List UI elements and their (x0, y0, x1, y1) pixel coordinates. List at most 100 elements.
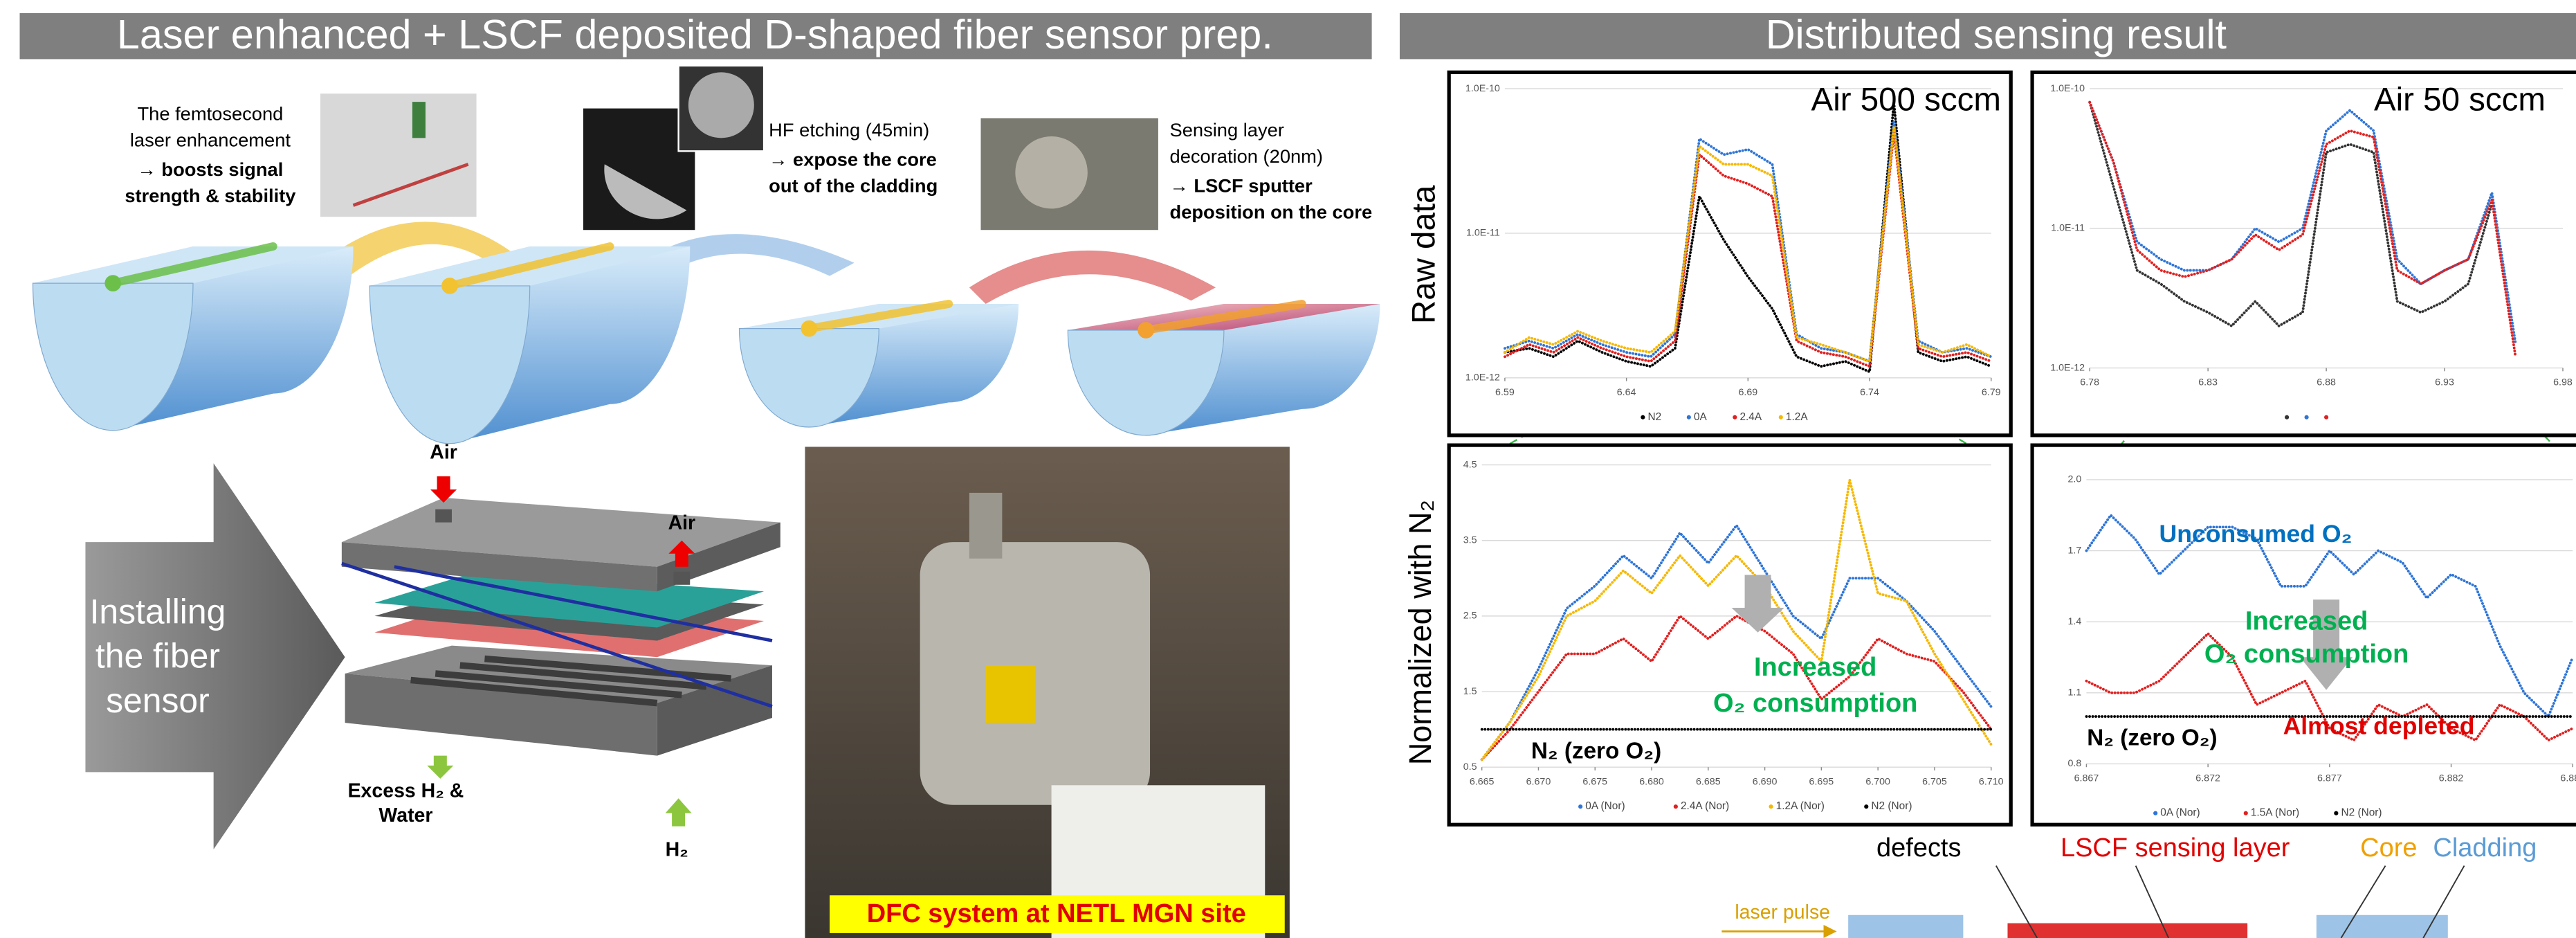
x-tick-label: 6.88 (2317, 377, 2336, 388)
x-tick-label: 6.710 (1979, 776, 2004, 787)
assembly-label: Water (378, 804, 432, 827)
y-tick-label: 0.5 (1463, 761, 1477, 773)
step-text: HF etching (45min) (769, 119, 929, 141)
lscf-layer (2007, 923, 2247, 938)
legend-marker (2305, 415, 2309, 420)
y-tick-label: 1.0E-12 (2050, 362, 2085, 373)
schematic-label: LSCF sensing layer (2061, 833, 2290, 863)
y-tick-label: 1.1 (2068, 687, 2082, 698)
legend-label: 2.4A (Nor) (1681, 800, 1729, 812)
annotation: N₂ (zero O₂) (1531, 739, 1661, 764)
step-result: → LSCF sputter (1170, 175, 1313, 197)
legend-marker (1779, 415, 1783, 420)
chart-title: Air 50 sccm (2374, 82, 2546, 118)
x-tick-label: 6.685 (1696, 776, 1721, 787)
x-tick-label: 6.98 (2553, 377, 2573, 388)
chart-title: Air 500 sccm (1811, 82, 2001, 118)
core-dot (1138, 322, 1154, 339)
core-dot (801, 321, 818, 337)
cladding-block (1848, 915, 1963, 938)
x-tick-label: 6.79 (1982, 387, 2001, 398)
step-result: deposition on the core (1170, 201, 1373, 223)
assembly-label: Air (430, 441, 457, 463)
step-result: → boosts signal (138, 159, 284, 180)
annotation: O₂ consumption (2204, 640, 2409, 669)
legend-label: 1.2A (1786, 411, 1808, 423)
y-tick-label: 0.8 (2068, 758, 2082, 769)
legend-marker (1687, 415, 1691, 420)
x-tick-label: 6.872 (2195, 773, 2220, 784)
y-tick-label: 1.4 (2068, 616, 2082, 627)
x-tick-label: 6.93 (2435, 377, 2454, 388)
step-result: strength & stability (125, 185, 296, 206)
photo-caption: DFC system at NETL MGN site (867, 899, 1246, 928)
x-tick-label: 6.877 (2317, 773, 2342, 784)
x-tick-label: 6.78 (2080, 377, 2099, 388)
legend-marker (2285, 415, 2289, 420)
chart-frame (2032, 72, 2576, 435)
legend-marker (1674, 804, 1678, 809)
legend-label: 0A (Nor) (1585, 800, 1625, 812)
y-tick-label: 2.0 (2068, 474, 2082, 485)
annotation: Unconsumed O₂ (2159, 520, 2353, 548)
row-label: Normalized with N₂ (1403, 500, 1438, 765)
legend-marker (2153, 811, 2157, 815)
sputter-chamber (1015, 136, 1087, 208)
legend-label: N2 (Nor) (2341, 807, 2382, 819)
slide: Laser enhanced + LSCF deposited D-shaped… (0, 0, 2576, 938)
core-dot (441, 278, 458, 294)
process-arrow (969, 251, 1216, 304)
schematic-label: Core (2360, 833, 2417, 863)
sem-inset-core (688, 72, 754, 138)
y-tick-label: 1.0E-11 (1466, 228, 1500, 239)
assembly-label: Excess H₂ & (348, 779, 464, 802)
y-tick-label: 1.7 (2068, 545, 2082, 556)
x-tick-label: 6.690 (1753, 776, 1778, 787)
label-box (986, 665, 1035, 723)
exhaust-arrow (427, 756, 453, 779)
x-tick-label: 6.680 (1639, 776, 1664, 787)
step-text: The femtosecond (137, 102, 283, 124)
annotation: Almost depleted (2283, 712, 2475, 740)
legend-label: N2 (1647, 411, 1661, 423)
laser-head (412, 102, 426, 138)
legend-label: N2 (Nor) (1871, 800, 1912, 812)
page: Laser enhanced + LSCF deposited D-shaped… (0, 0, 2576, 938)
y-tick-label: 4.5 (1463, 459, 1477, 470)
core-dot (104, 275, 121, 291)
chart-frame (1449, 445, 2011, 824)
legend-marker (2334, 811, 2338, 815)
legend-marker (2324, 415, 2328, 420)
x-tick-label: 6.705 (1922, 776, 1947, 787)
install-text: the fiber (95, 637, 220, 676)
legend-marker (1864, 804, 1868, 809)
x-tick-label: 6.69 (1738, 387, 1757, 398)
x-tick-label: 6.64 (1617, 387, 1636, 398)
schematic-label: laser pulse (1735, 901, 1830, 923)
legend-label: 1.5A (Nor) (2251, 807, 2299, 819)
annotation: N₂ (zero O₂) (2087, 725, 2217, 751)
left-title: Laser enhanced + LSCF deposited D-shaped… (117, 11, 1273, 57)
pulse-arrow-head (1824, 925, 1837, 938)
step-result: out of the cladding (769, 175, 938, 197)
schematic-label: Cladding (2433, 833, 2537, 863)
x-tick-label: 6.867 (2074, 773, 2099, 784)
right-title: Distributed sensing result (1766, 11, 2227, 57)
install-text: Installing (90, 593, 226, 631)
annotation: Increased (1754, 653, 1876, 682)
assembly-label: Air (668, 512, 696, 534)
x-tick-label: 6.887 (2560, 773, 2576, 784)
y-tick-label: 1.0E-10 (1465, 83, 1500, 94)
x-tick-label: 6.665 (1470, 776, 1495, 787)
step-result: → expose the core (769, 149, 937, 170)
port (673, 572, 690, 585)
assembly-label: H₂ (666, 839, 688, 861)
x-tick-label: 6.675 (1582, 776, 1607, 787)
step-text: laser enhancement (130, 129, 291, 150)
x-tick-label: 6.74 (1860, 387, 1879, 398)
legend-label: 0A (Nor) (2160, 807, 2200, 819)
row-label: Raw data (1405, 185, 1442, 324)
legend-label: 0A (1694, 411, 1708, 423)
y-tick-label: 1.0E-12 (1465, 372, 1500, 384)
cladding-block (2317, 915, 2448, 938)
